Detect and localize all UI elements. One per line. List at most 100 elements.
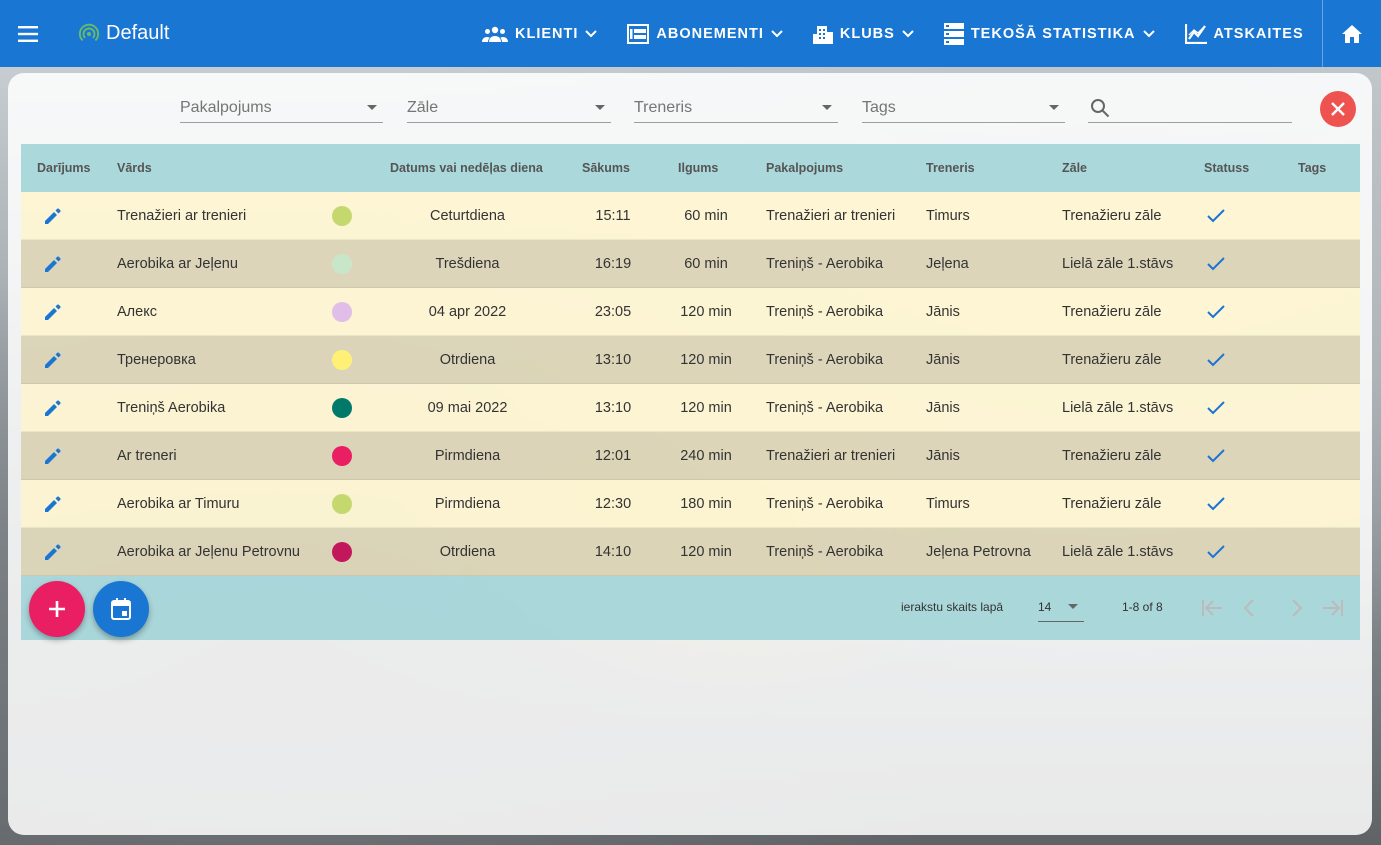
cell-hall: Trenažieru zāle bbox=[1062, 352, 1162, 368]
hamburger-icon bbox=[18, 25, 38, 42]
nav-label: ABONEMENTI bbox=[656, 25, 764, 42]
trainer-filter-label: Treneris bbox=[634, 98, 693, 116]
prev-page-button[interactable] bbox=[1237, 596, 1261, 620]
table-row[interactable]: Aerobika ar Timuru Pirmdiena 12:30 180 min T… bbox=[21, 480, 1360, 528]
table-row[interactable]: Ar treneri Pirmdiena 12:01 240 min Trenažier… bbox=[21, 432, 1360, 480]
nav-klubs[interactable]: KLUBS bbox=[812, 0, 914, 67]
color-indicator bbox=[332, 432, 352, 480]
cell-service: Treniņš - Aerobika bbox=[766, 544, 884, 560]
cell-hall: Lielā zāle 1.stāvs bbox=[1062, 544, 1174, 560]
last-page-button[interactable] bbox=[1321, 596, 1345, 620]
dropdown-arrow-icon bbox=[367, 105, 377, 110]
cell-name: Алекс bbox=[117, 304, 157, 320]
col-name[interactable]: Vārds bbox=[117, 161, 152, 175]
service-filter[interactable]: Pakalpojums bbox=[180, 93, 383, 123]
nav-klienti[interactable]: KLIENTI bbox=[482, 0, 598, 67]
col-date[interactable]: Datums vai nedēļas diena bbox=[390, 161, 543, 175]
check-icon bbox=[1207, 353, 1225, 367]
status-active-check bbox=[1207, 528, 1225, 576]
cell-hall: Lielā zāle 1.stāvs bbox=[1062, 400, 1174, 416]
cell-date: 04 apr 2022 bbox=[428, 304, 507, 320]
cell-name: Aerobika ar Jeļenu Petrovnu bbox=[117, 544, 300, 560]
table-row[interactable]: Тренеровка Otrdiena 13:10 120 min Treniņš - … bbox=[21, 336, 1360, 384]
cell-service: Trenažieri ar trenieri bbox=[766, 208, 896, 224]
col-status[interactable]: Statuss bbox=[1204, 161, 1250, 175]
chart-icon bbox=[1184, 23, 1207, 44]
cell-date: Trešdiena bbox=[435, 256, 500, 272]
cell-duration: 120 min bbox=[680, 304, 732, 320]
color-dot bbox=[332, 206, 352, 226]
grid-icon bbox=[627, 23, 650, 44]
color-dot bbox=[332, 302, 352, 322]
table-row[interactable]: Trenažieri ar trenieri Ceturtdiena 15:11 60… bbox=[21, 192, 1360, 240]
nav-abonementi[interactable]: ABONEMENTI bbox=[627, 0, 783, 67]
next-page-button[interactable] bbox=[1285, 596, 1309, 620]
page-range: 1-8 of 8 bbox=[1122, 600, 1163, 614]
table-row[interactable]: Aerobika ar Jeļenu Petrovnu Otrdiena 14:10… bbox=[21, 528, 1360, 576]
color-indicator bbox=[332, 528, 352, 576]
plus-icon bbox=[49, 601, 65, 617]
cell-service: Treniņš - Aerobika bbox=[766, 352, 884, 368]
cell-name: Trenažieri ar trenieri bbox=[117, 208, 247, 224]
col-tags[interactable]: Tags bbox=[1298, 161, 1327, 175]
pencil-icon bbox=[45, 448, 61, 464]
cell-trainer: Timurs bbox=[926, 208, 970, 224]
nav-label: KLUBS bbox=[839, 25, 895, 42]
cell-trainer: Jeļena Petrovna bbox=[926, 544, 1031, 560]
cell-trainer: Timurs bbox=[926, 496, 970, 512]
search-input[interactable] bbox=[1088, 93, 1292, 123]
broadcast-icon bbox=[78, 23, 100, 41]
status-active-check bbox=[1207, 336, 1225, 384]
edit-button[interactable] bbox=[43, 384, 63, 432]
search-icon bbox=[1091, 98, 1110, 117]
edit-button[interactable] bbox=[43, 240, 63, 288]
dropdown-arrow-icon bbox=[1068, 604, 1078, 609]
hall-filter-label: Zāle bbox=[407, 98, 439, 116]
cell-name: Тренеровка bbox=[117, 352, 196, 368]
dropdown-arrow-icon bbox=[595, 105, 605, 110]
trainer-filter[interactable]: Treneris bbox=[634, 93, 838, 123]
table-row[interactable]: Treniņš Aerobika 09 mai 2022 13:10 120 min T… bbox=[21, 384, 1360, 432]
nav-tekosa-statistika[interactable]: TEKOŠĀ STATISTIKA bbox=[943, 0, 1155, 67]
close-button[interactable] bbox=[1320, 91, 1356, 127]
color-indicator bbox=[332, 384, 352, 432]
edit-button[interactable] bbox=[43, 432, 63, 480]
calendar-button[interactable] bbox=[93, 581, 149, 637]
per-page-select[interactable]: 14 bbox=[1038, 592, 1084, 622]
color-dot bbox=[332, 254, 352, 274]
nav-label: ATSKAITES bbox=[1213, 25, 1304, 42]
edit-button[interactable] bbox=[43, 480, 63, 528]
col-duration[interactable]: Ilgums bbox=[678, 161, 719, 175]
brand[interactable]: Default bbox=[78, 22, 169, 45]
nav-label: KLIENTI bbox=[515, 25, 579, 42]
chevron-left-icon bbox=[1243, 599, 1254, 617]
col-trainer[interactable]: Treneris bbox=[926, 161, 975, 175]
nav-atskaites[interactable]: ATSKAITES bbox=[1184, 0, 1304, 67]
tags-filter[interactable]: Tags bbox=[862, 93, 1065, 123]
col-hall[interactable]: Zāle bbox=[1062, 161, 1088, 175]
first-page-button[interactable] bbox=[1200, 596, 1224, 620]
cell-date: Pirmdiena bbox=[434, 448, 501, 464]
edit-button[interactable] bbox=[43, 336, 63, 384]
edit-button[interactable] bbox=[43, 528, 63, 576]
cell-start: 13:10 bbox=[594, 352, 632, 368]
table-row[interactable]: Алекс 04 apr 2022 23:05 120 min Treniņš - Ae… bbox=[21, 288, 1360, 336]
cell-name: Ar treneri bbox=[117, 448, 177, 464]
add-button[interactable] bbox=[29, 581, 85, 637]
building-icon bbox=[812, 25, 833, 44]
menu-button[interactable] bbox=[0, 0, 58, 67]
color-dot bbox=[332, 446, 352, 466]
edit-button[interactable] bbox=[43, 192, 63, 240]
hall-filter[interactable]: Zāle bbox=[407, 93, 611, 123]
pencil-icon bbox=[45, 304, 61, 320]
col-action[interactable]: Darījums bbox=[37, 161, 91, 175]
cell-trainer: Jānis bbox=[926, 400, 960, 416]
check-icon bbox=[1207, 257, 1225, 271]
col-service[interactable]: Pakalpojums bbox=[766, 161, 844, 175]
edit-button[interactable] bbox=[43, 288, 63, 336]
cell-service: Treniņš - Aerobika bbox=[766, 400, 884, 416]
table-row[interactable]: Aerobika ar Jeļenu Trešdiena 16:19 60 min Tr… bbox=[21, 240, 1360, 288]
calendar-icon bbox=[111, 598, 131, 620]
col-start[interactable]: Sākums bbox=[582, 161, 630, 175]
home-button[interactable] bbox=[1322, 0, 1381, 67]
